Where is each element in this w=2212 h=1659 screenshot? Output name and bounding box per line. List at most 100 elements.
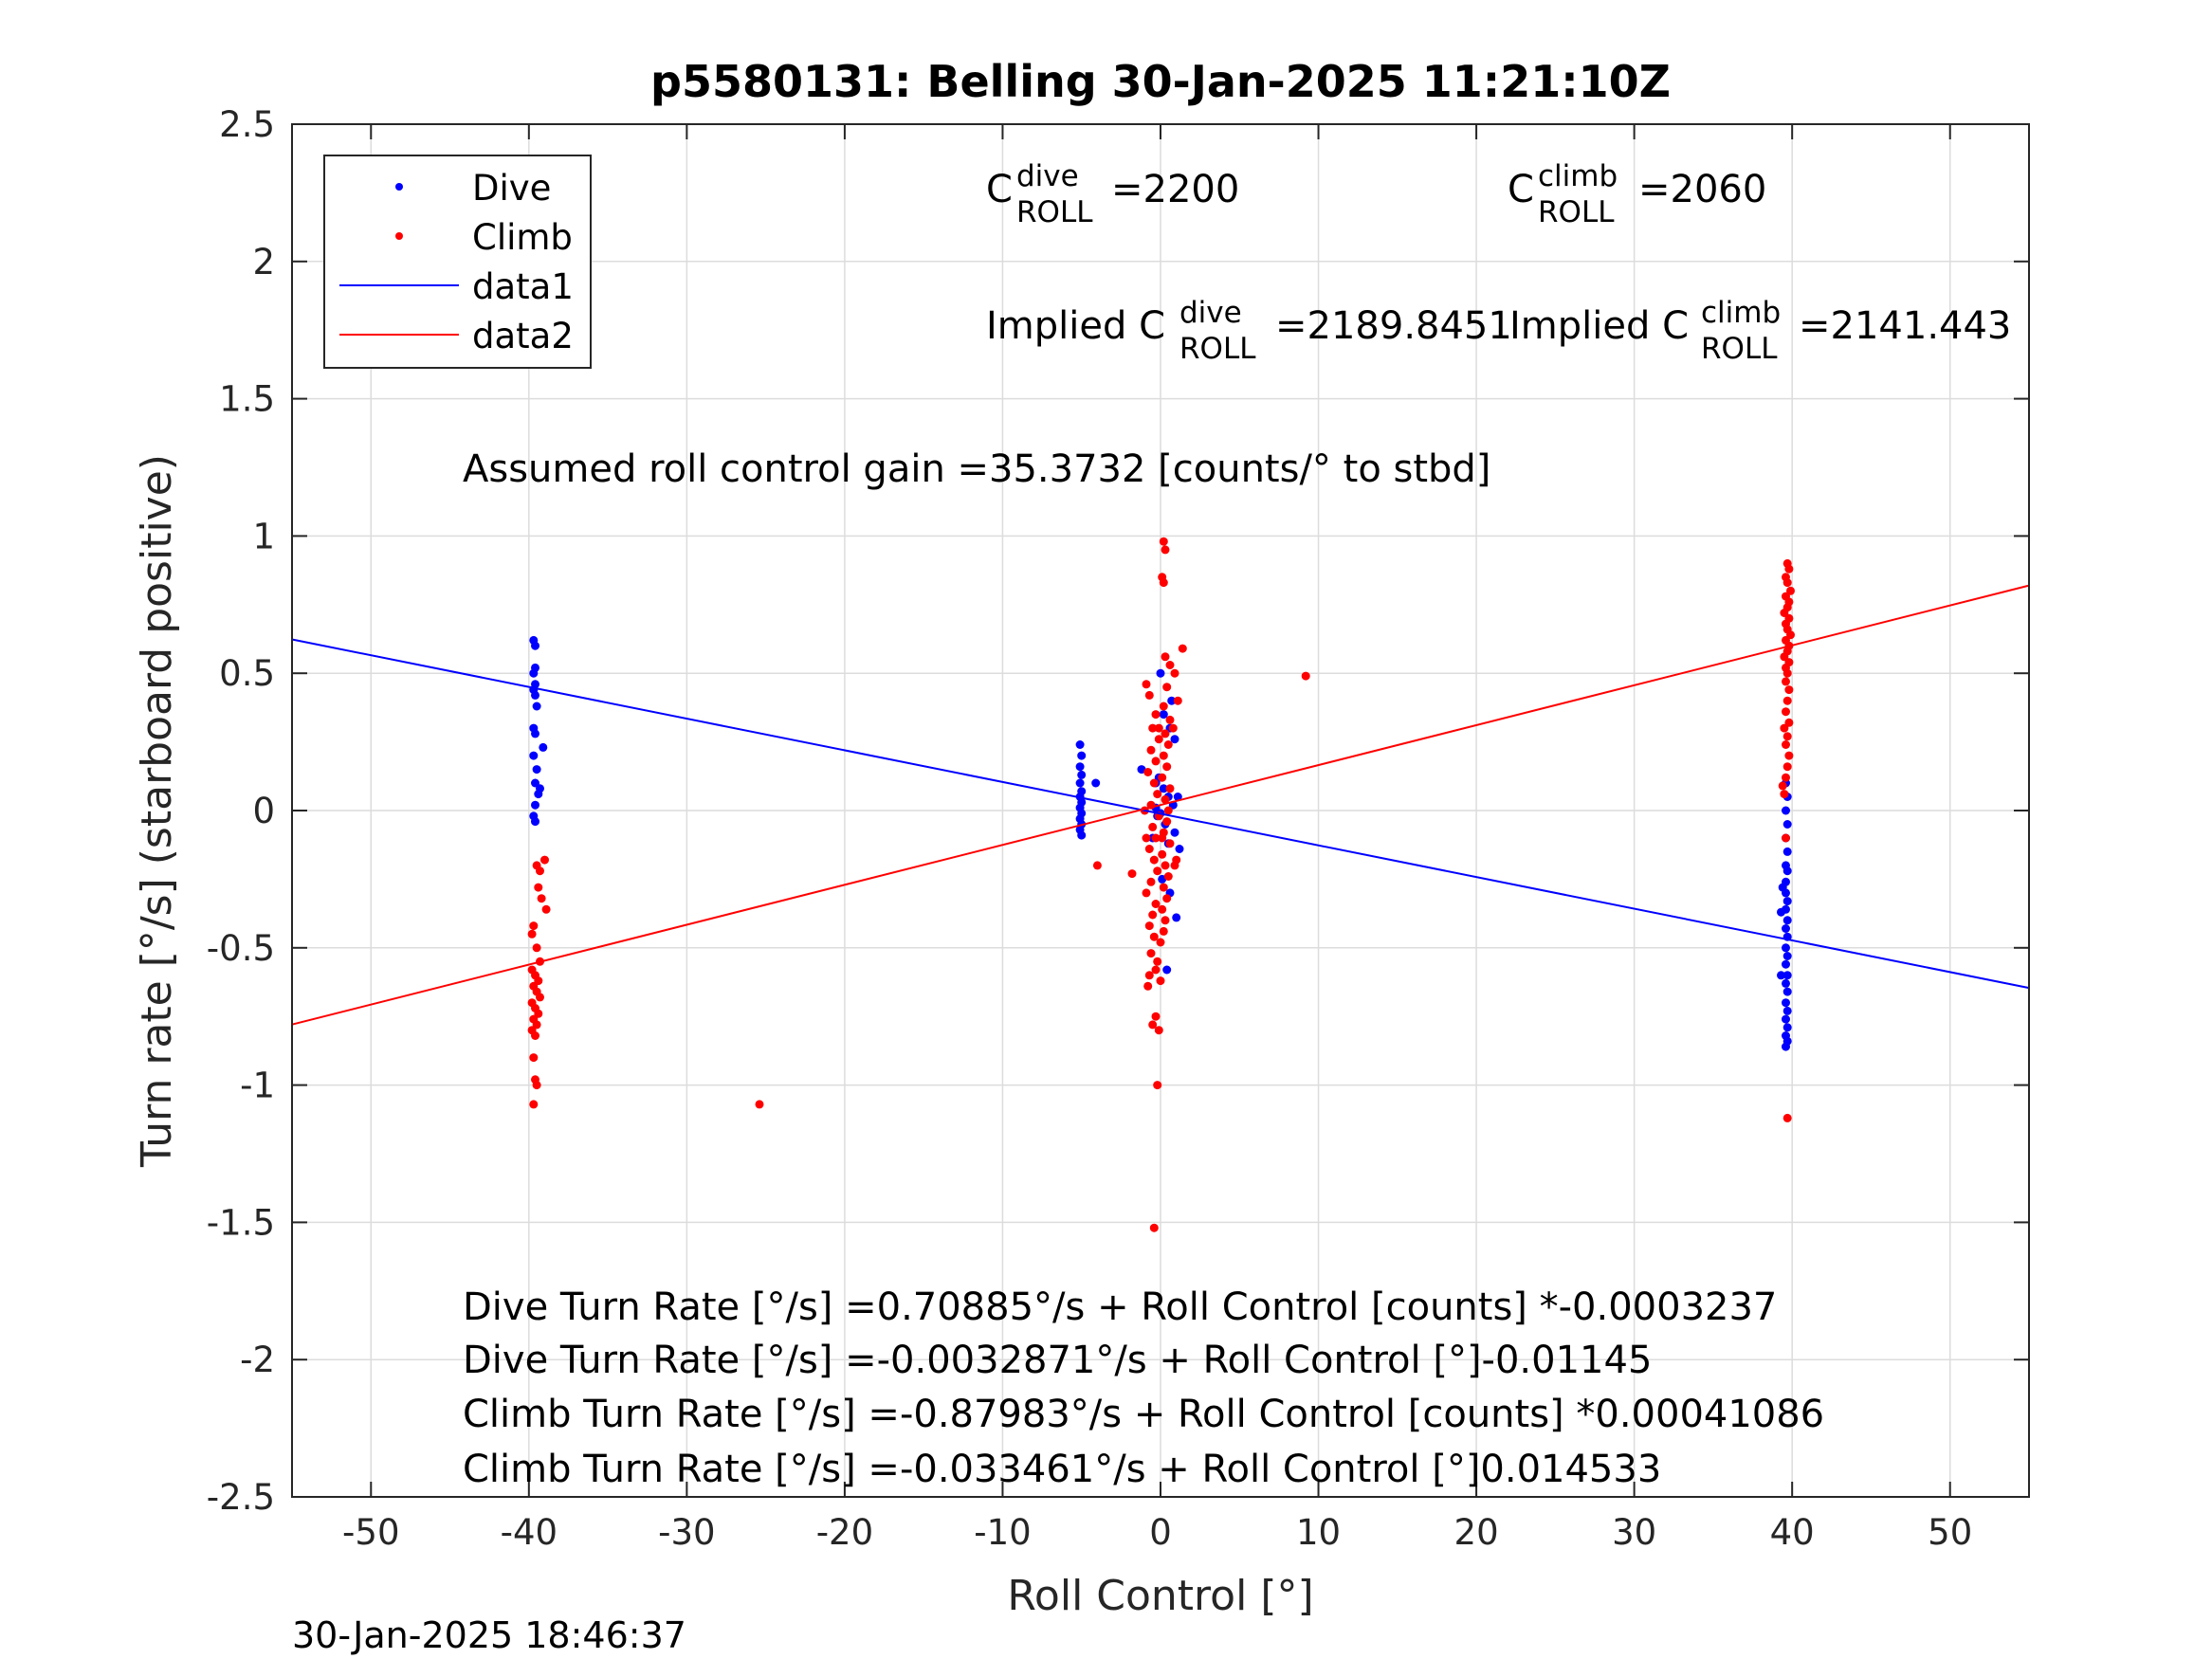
c-roll-climb-annotation: C climb ROLL =2060 [1508, 159, 1766, 229]
x-tick-label: 30 [1612, 1512, 1656, 1553]
dive-point [1782, 987, 1792, 996]
dive-point [1782, 971, 1792, 980]
dive-point [531, 690, 539, 700]
dive-point [1782, 888, 1790, 898]
climb-point [1159, 578, 1168, 588]
x-tick-label: 20 [1454, 1512, 1499, 1553]
x-tick-label: 40 [1770, 1512, 1815, 1553]
climb-point [1782, 1113, 1792, 1122]
climb-point [527, 929, 537, 939]
climb-point [1154, 1026, 1163, 1035]
climb-point [1784, 751, 1794, 760]
climb-point [532, 943, 541, 953]
climb-point [1161, 794, 1170, 804]
dive-point [1167, 696, 1177, 705]
climb-point [1161, 652, 1170, 662]
x-tick-label: 0 [1149, 1512, 1172, 1553]
climb-point [1146, 745, 1156, 755]
climb-point [1151, 710, 1161, 720]
dive-point [531, 817, 539, 827]
climb-point [1151, 965, 1161, 975]
climb-point [1149, 932, 1159, 941]
dive-point [1173, 793, 1182, 801]
dive-point [1077, 751, 1087, 760]
dive-point [529, 751, 539, 760]
climb-point [1158, 904, 1167, 914]
c-roll-dive-sub: ROLL [1016, 195, 1093, 229]
y-tick-label: -1.5 [207, 1202, 275, 1243]
climb-point [1784, 564, 1794, 574]
climb-point [755, 1100, 764, 1109]
dive-point [1777, 971, 1785, 980]
legend-data1-label: data1 [472, 266, 574, 307]
implied-climb-value: =2141.443 [1799, 304, 2011, 348]
legend-climb-label: Climb [472, 217, 573, 258]
climb-point [1154, 735, 1163, 744]
climb-point [1782, 578, 1792, 588]
dive-point [1782, 806, 1790, 815]
x-tick-label: -10 [974, 1512, 1031, 1553]
legend-climb-marker [395, 232, 403, 240]
series-data2 [291, 584, 2030, 1026]
climb-point [1159, 926, 1168, 936]
legend: Dive Climb data1 data2 [323, 155, 592, 369]
climb-point [1161, 729, 1170, 738]
climb-point [1142, 888, 1151, 898]
implied-climb-sup: climb [1701, 296, 1781, 330]
x-tick-label: 50 [1928, 1512, 1972, 1553]
legend-dive-marker [395, 183, 403, 191]
dive-point [529, 668, 539, 678]
dive-point [1170, 828, 1179, 837]
climb-point [529, 921, 539, 931]
climb-point [1142, 680, 1151, 689]
climb-point [1144, 845, 1154, 853]
dive-point [1091, 778, 1101, 788]
climb-point [1782, 773, 1790, 782]
y-axis-label: Turn rate [°/s] (starboard positive) [133, 454, 181, 1168]
climb-point [532, 1081, 541, 1090]
legend-box [323, 155, 592, 369]
climb-point [1148, 723, 1158, 733]
climb-point [1154, 723, 1163, 733]
implied-dive-sup: dive [1179, 296, 1242, 330]
y-tick-label: 2 [252, 242, 275, 283]
climb-point [1782, 740, 1790, 749]
dive-point [1782, 820, 1792, 829]
y-tick-label: -2.5 [207, 1477, 275, 1518]
dive-point [1782, 943, 1790, 953]
dive-point [1782, 1014, 1790, 1024]
climb-point [1782, 707, 1790, 717]
implied-dive-annotation: Implied C dive ROLL =2189.8451 [986, 296, 1512, 366]
climb-point [1146, 949, 1156, 958]
climb-point [1142, 833, 1151, 843]
dive-point [1782, 959, 1790, 969]
climb-point [1144, 971, 1154, 980]
climb-point [1782, 833, 1790, 843]
x-tick-label: -50 [342, 1512, 399, 1553]
dive-point [1159, 710, 1168, 720]
climb-point [529, 1053, 539, 1063]
climb-point [1782, 668, 1792, 678]
climb-point [1165, 715, 1175, 724]
chart-title: p5580131: Belling 30-Jan-2025 11:21:10Z [650, 56, 1671, 107]
climb-point [1782, 762, 1792, 772]
climb-point [1159, 883, 1168, 892]
legend-dive-label: Dive [472, 168, 551, 209]
climb-point [1161, 861, 1170, 870]
climb-point [1162, 762, 1172, 772]
climb-point [1165, 661, 1175, 669]
climb-point [1149, 855, 1159, 865]
c-roll-climb-sup: climb [1538, 159, 1618, 193]
climb-point [1780, 790, 1789, 799]
dive-point [1782, 897, 1792, 906]
dive-point [1077, 770, 1087, 779]
dive-point [531, 641, 539, 650]
climb-point [1780, 723, 1789, 733]
fit-line-3: Climb Turn Rate [°/s] =-0.87983°/s + Rol… [463, 1393, 1824, 1436]
dive-point [531, 729, 539, 738]
x-tick-label: 10 [1296, 1512, 1341, 1553]
climb-point [1149, 1223, 1159, 1232]
climb-point [1163, 740, 1173, 749]
dive-point [534, 790, 543, 799]
